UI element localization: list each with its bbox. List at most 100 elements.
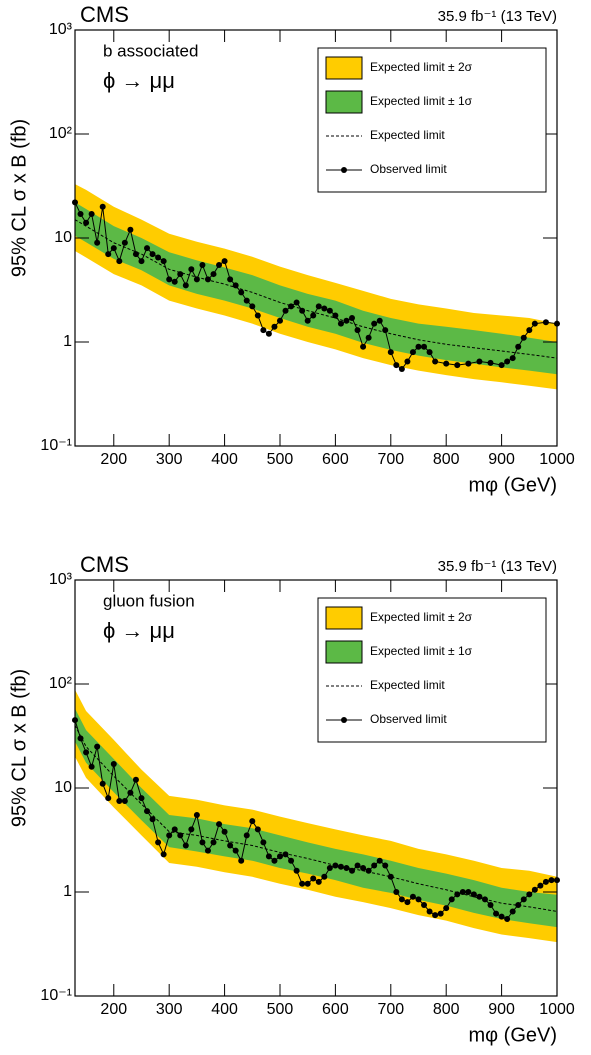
y-tick-label: 10	[54, 779, 72, 796]
observed-point	[531, 886, 538, 893]
observed-point	[77, 735, 84, 742]
y-axis-label: 95% CL σ x B (fb)	[8, 119, 30, 277]
x-tick-label: 800	[433, 451, 460, 468]
chart-subtitle: 35.9 fb⁻¹ (13 TeV)	[438, 8, 557, 25]
legend-label: Expected limit ± 1σ	[370, 94, 473, 108]
observed-point	[493, 910, 500, 917]
observed-point	[432, 358, 439, 365]
observed-point	[204, 276, 211, 283]
observed-point	[299, 880, 306, 887]
observed-point	[193, 276, 200, 283]
x-tick-label: 300	[156, 451, 183, 468]
observed-point	[243, 832, 250, 839]
observed-point	[265, 330, 272, 337]
observed-point	[310, 312, 317, 319]
observed-point	[105, 795, 112, 802]
observed-point	[465, 360, 472, 367]
legend-swatch	[325, 90, 363, 114]
observed-point	[166, 832, 173, 839]
observed-point	[304, 880, 311, 887]
observed-point	[160, 851, 167, 858]
observed-point	[349, 867, 356, 874]
legend-label: Expected limit ± 2σ	[370, 610, 473, 624]
x-tick-label: 1000	[539, 451, 575, 468]
x-tick-label: 200	[100, 1001, 127, 1018]
x-tick-label: 700	[377, 451, 404, 468]
observed-point	[144, 245, 151, 252]
y-tick-label: 10³	[49, 21, 73, 38]
observed-point	[132, 776, 139, 783]
observed-point	[199, 262, 206, 269]
observed-point	[310, 875, 317, 882]
observed-point	[83, 219, 90, 226]
observed-point	[404, 358, 411, 365]
observed-point	[360, 343, 367, 350]
observed-point	[542, 319, 549, 326]
observed-point	[171, 278, 178, 285]
observed-point	[271, 857, 278, 864]
observed-point	[437, 910, 444, 917]
observed-point	[315, 303, 322, 310]
observed-point	[260, 839, 267, 846]
observed-point	[99, 780, 106, 787]
x-tick-label: 400	[211, 1001, 238, 1018]
observed-point	[166, 276, 173, 283]
observed-point	[520, 896, 527, 903]
observed-point	[210, 839, 217, 846]
observed-point	[365, 334, 372, 341]
observed-point	[459, 889, 466, 895]
observed-point	[121, 239, 128, 246]
observed-point	[432, 912, 439, 919]
observed-point	[116, 797, 123, 804]
x-axis-label: mφ (GeV)	[468, 1024, 557, 1046]
observed-point	[526, 327, 533, 334]
observed-point	[509, 355, 516, 362]
y-tick-label: 10	[54, 229, 72, 246]
observed-point	[454, 891, 461, 898]
annotation: b associated	[103, 41, 198, 60]
observed-point	[326, 307, 333, 314]
observed-point	[155, 839, 162, 846]
legend-label: Observed limit	[370, 712, 447, 726]
observed-point	[498, 362, 505, 369]
x-tick-label: 500	[267, 451, 294, 468]
x-tick-label: 600	[322, 1001, 349, 1018]
legend-swatch	[341, 167, 347, 173]
observed-point	[515, 901, 522, 908]
observed-point	[271, 323, 278, 330]
observed-point	[354, 862, 361, 869]
observed-point	[537, 882, 544, 889]
x-tick-label: 900	[488, 1001, 515, 1018]
observed-point	[343, 317, 350, 324]
legend-label: Expected limit ± 2σ	[370, 60, 473, 74]
observed-point	[371, 320, 378, 327]
observed-point	[138, 795, 145, 802]
observed-point	[548, 877, 555, 884]
chart: 10⁻¹ 1 10 10² 10³ 200 300 400 500 600 700 800 900 100…	[8, 552, 575, 1046]
y-tick-label: 10⁻¹	[40, 437, 72, 454]
x-tick-label: 900	[488, 451, 515, 468]
y-tick-label: 1	[63, 883, 72, 900]
x-tick-label: 600	[322, 451, 349, 468]
observed-point	[470, 891, 477, 898]
band	[75, 202, 557, 375]
y-tick-label: 10²	[49, 675, 73, 692]
observed-point	[249, 303, 256, 310]
observed-point	[409, 349, 416, 356]
observed-point	[515, 343, 522, 350]
observed-point	[304, 317, 311, 324]
observed-point	[293, 867, 300, 874]
legend-swatch	[325, 640, 363, 664]
annotation: ϕ → μμ	[103, 68, 175, 93]
observed-point	[520, 334, 527, 341]
chart-title: CMS	[80, 552, 129, 577]
observed-point	[110, 245, 117, 252]
y-tick-label: 10⁻¹	[40, 987, 72, 1004]
observed-point	[415, 343, 422, 350]
x-tick-label: 200	[100, 451, 127, 468]
annotation: gluon fusion	[103, 591, 195, 610]
observed-point	[105, 251, 112, 258]
observed-point	[238, 857, 245, 864]
observed-point	[421, 901, 428, 908]
